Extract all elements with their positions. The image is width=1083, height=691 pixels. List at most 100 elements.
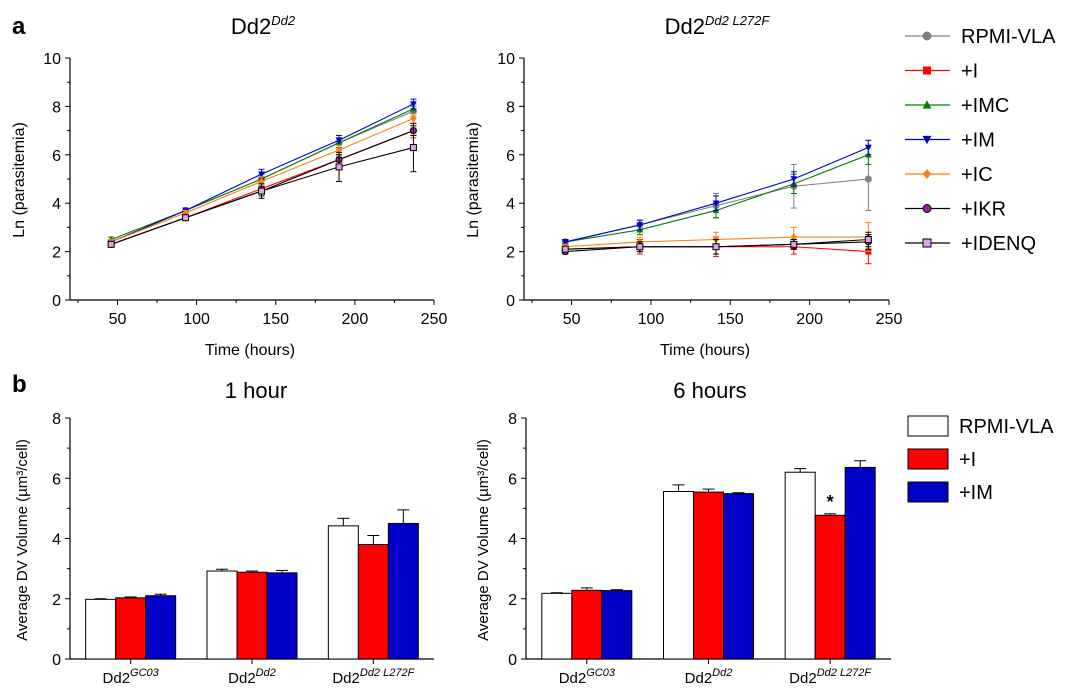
legend-label: RPMI-VLA (959, 416, 1054, 438)
chart1-point (258, 177, 265, 186)
chart2-x-tick-label: 200 (796, 311, 823, 328)
chart4-bar (844, 466, 876, 660)
legend-label: +IC (961, 164, 993, 186)
legend-marker (922, 135, 932, 145)
chart1-ylabel: Ln (parasitemia) (11, 122, 28, 238)
chart2-series-line (565, 154, 869, 243)
chart1-y-tick-label: 4 (52, 196, 61, 213)
bar-legend: RPMI-VLA +I +IM (907, 415, 1054, 504)
legend-swatch (907, 448, 949, 470)
chart2-xlabel: Time (hours) (660, 342, 750, 359)
panel-label-b: b (12, 371, 27, 398)
chart4-title: 6 hours (673, 378, 746, 403)
chart2-series-2 (561, 144, 872, 245)
chart3-plot: 0 2 4 6 8 Dd2GC03 Dd2Dd2 Dd2Dd2 L272F (52, 411, 434, 687)
chart4-bar (723, 493, 754, 660)
chart1-y-tick-label: 6 (52, 148, 61, 165)
chart1-point (257, 187, 265, 195)
line-legend-entry-0: RPMI-VLA (905, 26, 1056, 48)
chart4-y-tick-label: 0 (508, 652, 517, 669)
chart1-point (335, 163, 343, 171)
chart1-y-tick-label: 10 (43, 51, 61, 68)
chart2-point (561, 245, 569, 253)
chart4-category-label: Dd2Dd2 (685, 667, 733, 687)
chart4-category-label: Dd2GC03 (559, 667, 616, 687)
chart1-x-tick-label: 250 (421, 311, 448, 328)
chart1-x-tick-label: 200 (342, 311, 369, 328)
bar-legend-entry-1: +I (907, 448, 976, 471)
chart3-bar (387, 522, 419, 660)
chart1-point (410, 114, 417, 123)
chart2-y-tick-label: 10 (497, 51, 515, 68)
chart1-point (258, 171, 265, 178)
chart4-bar (541, 592, 573, 660)
chart1-point (335, 137, 343, 144)
chart1-point (182, 214, 190, 222)
legend-label: +I (961, 61, 978, 83)
chart3-bar (115, 597, 147, 660)
chart4-y-tick-label: 8 (508, 411, 517, 428)
chart1-point (410, 101, 417, 108)
chart1-title: Dd2Dd2 (231, 13, 296, 39)
line-legend-entry-1: +I (905, 61, 978, 83)
chart4-y-tick-label: 4 (508, 532, 517, 549)
chart1-x-tick-label: 150 (262, 311, 289, 328)
line-legend-entry-5: +IKR (905, 199, 1006, 221)
bar-legend-entry-2: +IM (907, 481, 993, 504)
chart2-point (561, 239, 569, 246)
legend-label: +IMC (961, 95, 1009, 117)
chart2-x-tick-label: 50 (563, 311, 581, 328)
chart2-x-tick-label: 150 (717, 311, 744, 328)
chart4-y-tick-label: 2 (508, 592, 517, 609)
chart2-y-tick-label: 2 (506, 245, 515, 262)
legend-label: RPMI-VLA (961, 26, 1056, 48)
chart3-bar (85, 598, 117, 660)
chart4-plot: 0 2 4 6 8 Dd2GC03 Dd2Dd2 Dd2Dd2 L272F * (508, 411, 891, 687)
chart1-series-3 (107, 98, 417, 246)
chart3-bar (145, 595, 177, 660)
chart2-point (865, 144, 872, 152)
chart3-y-tick-label: 0 (52, 652, 61, 669)
legend-marker (922, 100, 932, 109)
chart1-x-tick-label: 50 (109, 311, 127, 328)
chart1-point (409, 144, 417, 152)
chart3-y-tick-label: 4 (52, 532, 61, 549)
chart2-point (864, 236, 872, 243)
chart4-bar (693, 491, 724, 660)
chart3-category-label: Dd2Dd2 L272F (332, 667, 415, 687)
chart2-y-tick-label: 0 (506, 293, 515, 310)
chart3-bar (206, 570, 238, 660)
chart2-x-tick-label: 100 (638, 311, 665, 328)
chart4-category-label: Dd2Dd2 L272F (789, 667, 872, 687)
chart1-point (107, 240, 115, 248)
chart4-significance-mark: * (827, 492, 834, 512)
chart4-ylabel: Average DV Volume (µm³/cell) (475, 439, 492, 641)
chart3-y-tick-label: 6 (52, 471, 61, 488)
chart4-bar (663, 491, 694, 660)
bar-legend-entry-0: RPMI-VLA (907, 415, 1054, 438)
line-legend-entry-2: +IMC (905, 95, 1009, 117)
panel-label-a: a (12, 13, 26, 40)
line-legend: RPMI-VLA +I +IMC +IM +IC +IKR +IDENQ (905, 26, 1056, 255)
legend-swatch (907, 415, 949, 437)
chart1-y-tick-label: 0 (52, 293, 61, 310)
chart2-title: Dd2Dd2 L272F (665, 13, 771, 39)
chart4-y-tick-label: 6 (508, 471, 517, 488)
chart2-point (864, 175, 872, 183)
legend-label: +IM (959, 482, 993, 504)
chart3-bar (327, 525, 359, 660)
chart3-category-label: Dd2Dd2 (228, 667, 276, 687)
legend-label: +IDENQ (961, 233, 1036, 255)
chart4-bar (814, 514, 846, 660)
line-legend-entry-3: +IM (905, 130, 995, 152)
chart2-point (790, 233, 798, 241)
chart1-y-tick-label: 8 (52, 99, 61, 116)
chart1-plot: 50 100 150 200 250 0 2 4 6 8 10 (43, 51, 447, 328)
chart2-y-tick-label: 6 (506, 148, 515, 165)
chart4-bar (784, 471, 816, 660)
chart3-bar (357, 544, 389, 660)
chart1-series-4 (107, 113, 417, 246)
chart1-point (335, 146, 343, 154)
chart1-xlabel: Time (hours) (205, 342, 295, 359)
